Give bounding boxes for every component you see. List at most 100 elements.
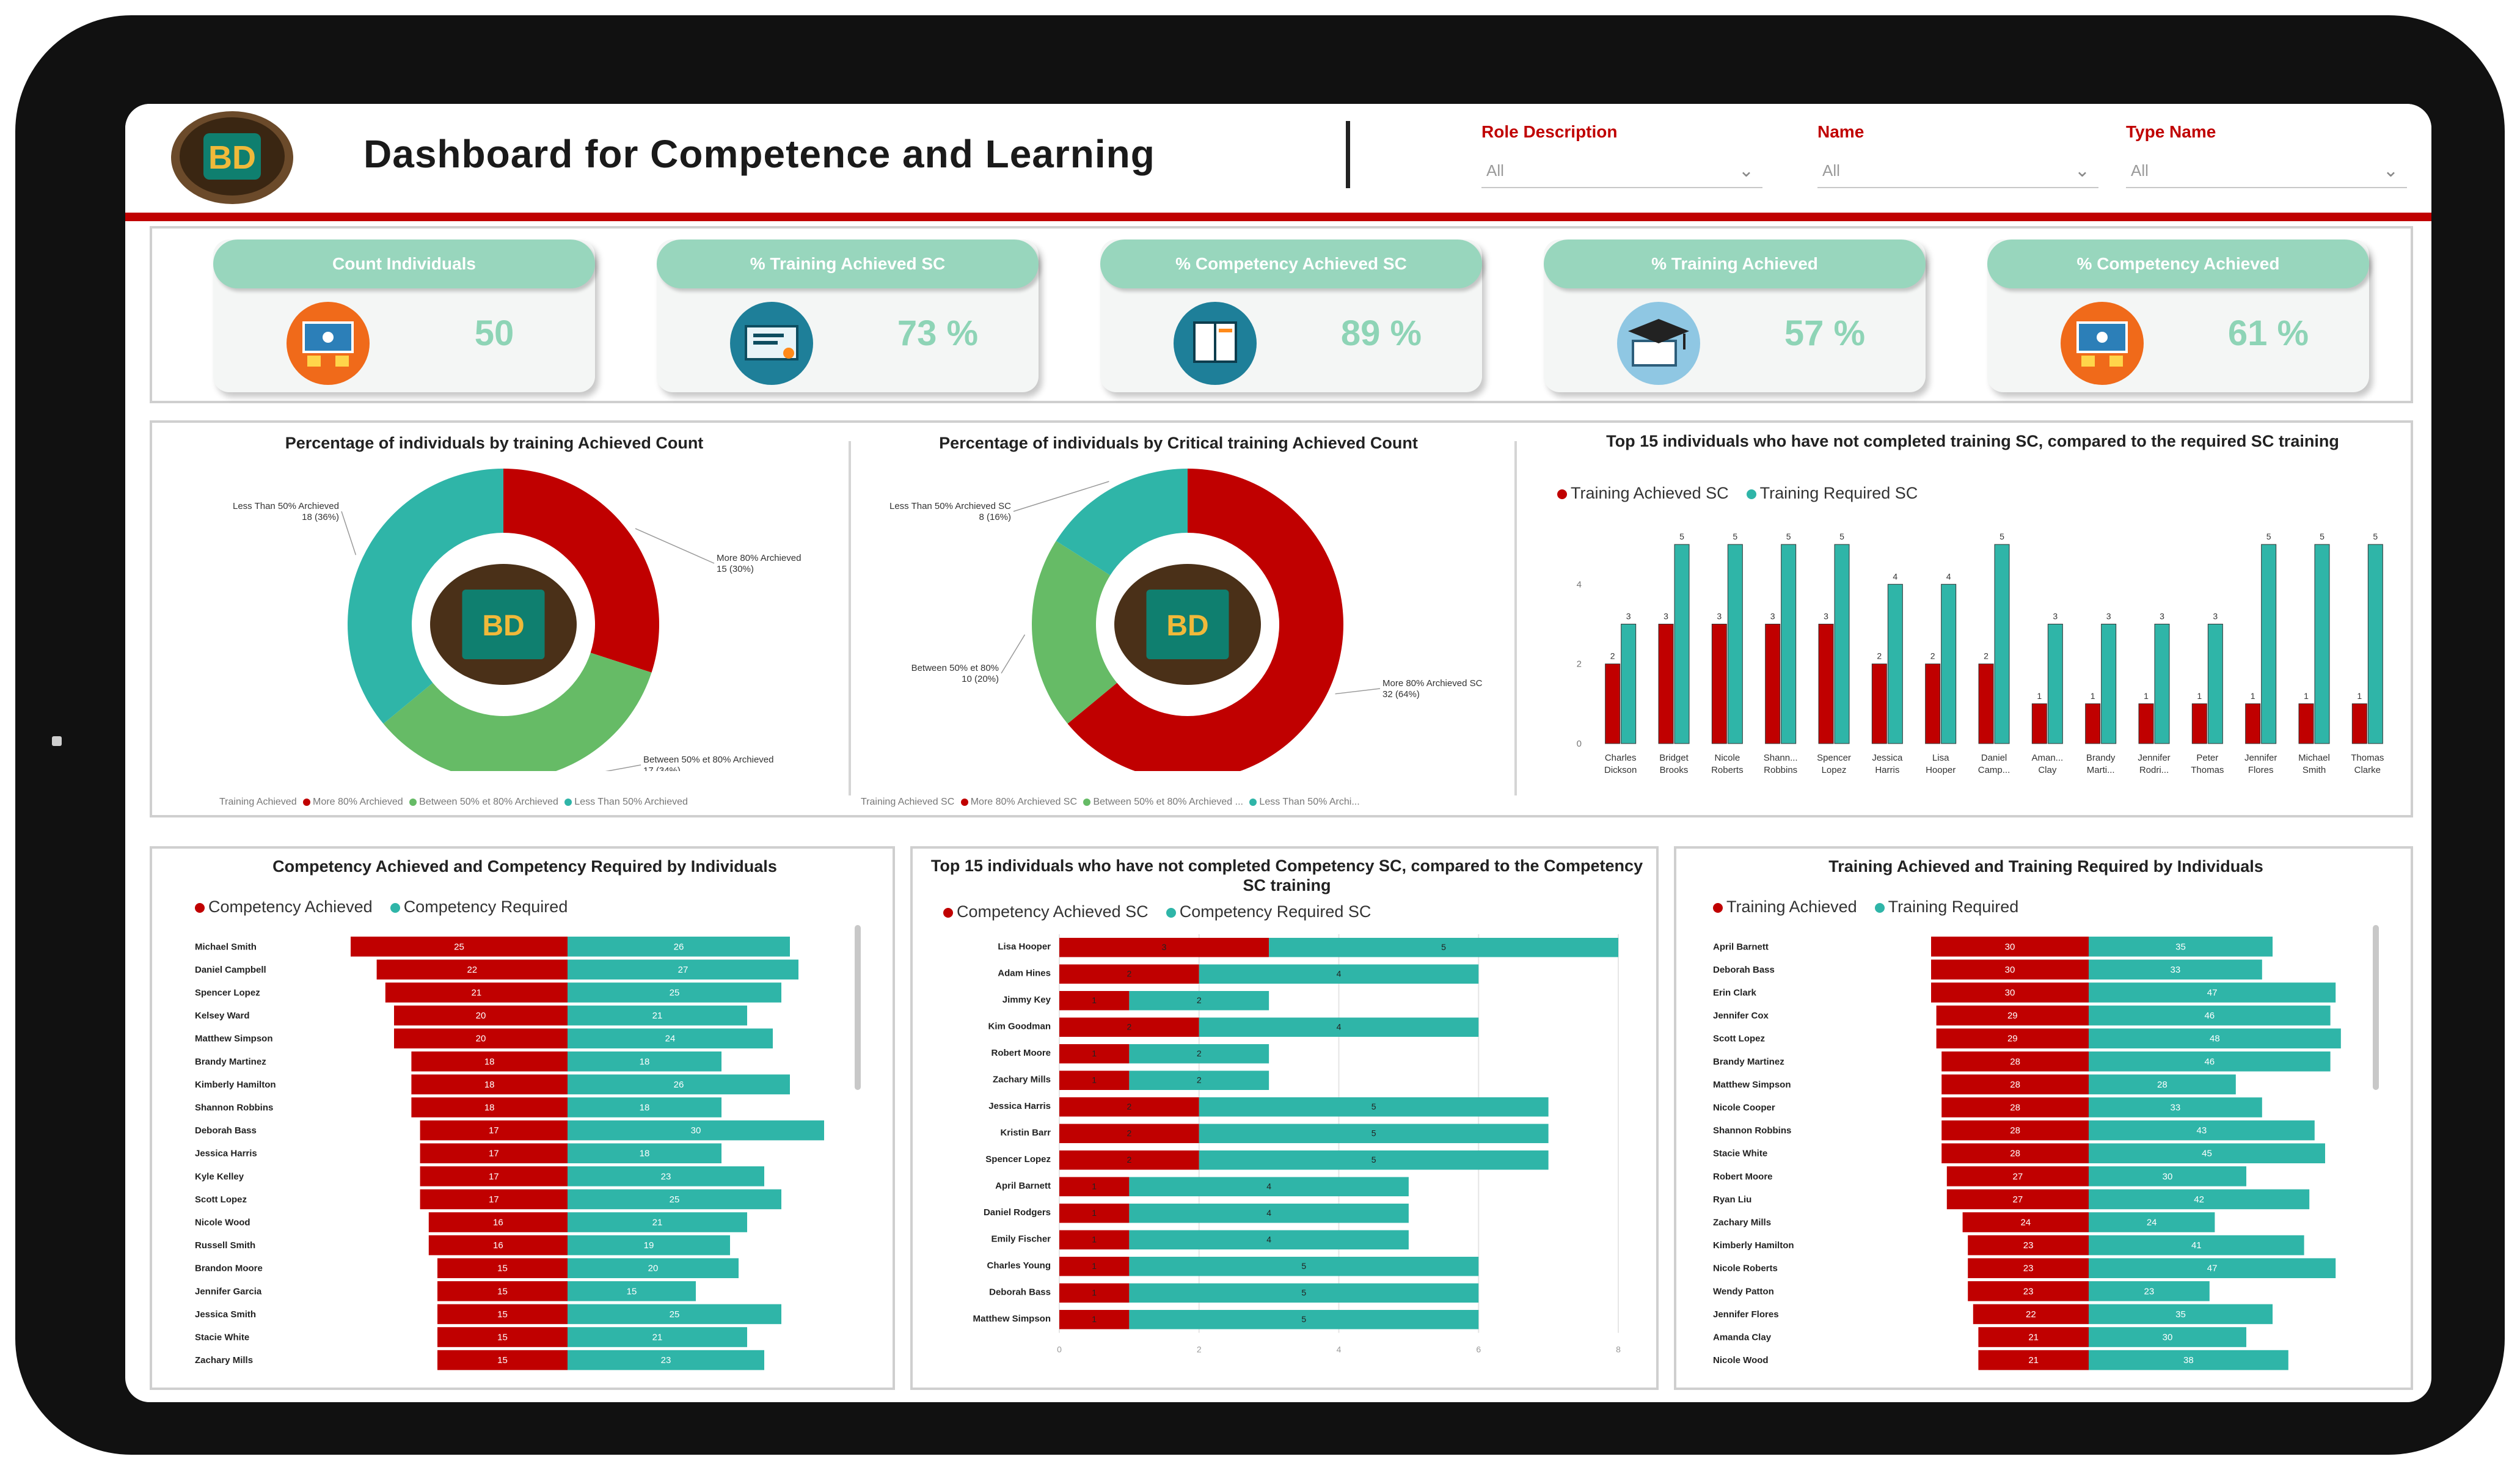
bar [1129, 1177, 1409, 1196]
bar [1978, 664, 1994, 744]
slicer-name[interactable]: Name All ⌄ [1817, 122, 2098, 196]
bar [420, 1120, 568, 1141]
x-tick-label: Harris [1875, 765, 1899, 775]
logo-icon [462, 590, 545, 659]
bar [1129, 1257, 1479, 1276]
bar [1765, 623, 1781, 744]
x-tick-label: Smith [2303, 765, 2326, 775]
data-label: 3 [2053, 611, 2058, 621]
divider [849, 441, 851, 795]
chart-title: Top 15 individuals who have not complete… [1606, 432, 2339, 450]
bar [376, 959, 568, 980]
data-label: 4 [1337, 1022, 1342, 1032]
data-label: 3 [2106, 611, 2111, 621]
bar [568, 1051, 721, 1072]
tablet-frame: BD Dashboard for Competence and Learning… [15, 15, 2505, 1455]
bar [2089, 982, 2336, 1003]
chart-legend: Training Achieved More 80% Archieved Bet… [219, 797, 688, 808]
x-tick-label: Jennifer [2244, 753, 2277, 763]
chevron-down-icon[interactable]: ⌄ [1738, 161, 1754, 181]
data-label: 2 [1984, 651, 1989, 661]
data-label: 5 [1786, 532, 1791, 541]
category-label: Kelsey Ward [195, 1011, 249, 1021]
category-label: Robert Moore [1713, 1171, 1773, 1182]
data-label: 1 [2037, 691, 2042, 701]
data-label: 27 [678, 965, 688, 975]
data-label: 23 [2023, 1286, 2034, 1296]
slicer-type-name[interactable]: Type Name All ⌄ [2126, 122, 2407, 196]
x-tick-label: Spencer [1817, 753, 1851, 763]
category-label: Zachary Mills [1713, 1218, 1771, 1228]
data-label: 28 [2010, 1149, 2020, 1159]
legend-item: Between 50% et 80% Archieved [419, 797, 558, 807]
data-label: 2 [1877, 651, 1882, 661]
scrollbar[interactable] [2373, 925, 2379, 1090]
kpi-label: % Training Achieved [1544, 240, 1926, 288]
kpi-card-training-achieved-sc: % Training Achieved SC 73 % [657, 240, 1039, 392]
data-label: 1 [1092, 1235, 1097, 1245]
chart-legend: Training Achieved SC More 80% Archieved … [861, 797, 1360, 808]
data-label: 15 [497, 1263, 508, 1274]
category-label: Shannon Robbins [195, 1103, 273, 1113]
bar-chart-competency: Michael Smith 25 26 Daniel Campbell 22 27 Spen… [195, 937, 824, 1370]
data-label: 5 [1301, 1261, 1306, 1271]
bar [2047, 623, 2063, 744]
category-label: Matthew Simpson [195, 1034, 273, 1044]
data-label: 2 [1197, 1075, 1202, 1085]
legend-item: Between 50% et 80% Archieved ... [1093, 797, 1243, 807]
donut-slice [503, 469, 659, 673]
legend-item: More 80% Archieved [313, 797, 403, 807]
chevron-down-icon[interactable]: ⌄ [2074, 161, 2090, 181]
legend-item: Competency Required [403, 898, 568, 916]
data-label: 19 [644, 1240, 654, 1251]
donut-slice [1067, 469, 1343, 771]
category-label: Ryan Liu [1713, 1194, 1751, 1205]
bar [1941, 1051, 2089, 1072]
category-label: Daniel Campbell [195, 965, 266, 975]
x-tick-label: 2 [1197, 1345, 1202, 1355]
chart-legend: Competency Achieved SC Competency Requir… [943, 902, 1371, 921]
bar [2089, 1143, 2325, 1163]
data-label: 1 [2357, 691, 2362, 701]
data-label: 29 [2007, 1034, 2018, 1044]
data-label: 46 [2204, 1011, 2215, 1021]
slicer-dropdown[interactable]: All ⌄ [1481, 154, 1762, 188]
bar [1711, 623, 1727, 744]
donut-slice [1032, 541, 1117, 724]
bar [1931, 937, 2089, 957]
data-label: 3 [1770, 611, 1775, 621]
bar [1129, 1044, 1269, 1064]
x-tick-label: Peter [2196, 753, 2218, 763]
data-label: 46 [2204, 1056, 2215, 1067]
legend-item: Less Than 50% Archi... [1259, 797, 1360, 807]
category-label: Deborah Bass [1713, 965, 1775, 975]
y-tick-label: 4 [1577, 579, 1582, 590]
slicer-role-description[interactable]: Role Description All ⌄ [1481, 122, 1762, 196]
bar [1059, 964, 1199, 984]
bar [1129, 1204, 1409, 1223]
data-label: 1 [1092, 1208, 1097, 1218]
category-label: Daniel Rodgers [984, 1207, 1051, 1218]
bar [1199, 1017, 1479, 1037]
category-label: Zachary Mills [195, 1355, 253, 1366]
x-tick-label: Hooper [1926, 765, 1956, 775]
data-label: 1 [2144, 691, 2149, 701]
data-label: 24 [665, 1034, 676, 1044]
data-label: 18 [484, 1103, 495, 1113]
x-tick-label: Clarke [2354, 765, 2381, 775]
bar [2089, 937, 2273, 957]
data-label: 18 [640, 1149, 650, 1159]
bar [2089, 1051, 2331, 1072]
chart-legend: Training Achieved Training Required [1713, 898, 2018, 916]
slicer-dropdown[interactable]: All ⌄ [2126, 154, 2407, 188]
bar [1059, 1283, 1130, 1303]
chevron-down-icon[interactable]: ⌄ [2383, 161, 2398, 181]
slicer-dropdown[interactable]: All ⌄ [1817, 154, 2098, 188]
bar [1887, 583, 1903, 744]
bar [1129, 1230, 1409, 1249]
data-label: 2 [1127, 1128, 1131, 1138]
scrollbar[interactable] [855, 925, 861, 1090]
data-label: 15 [627, 1286, 637, 1296]
bar [2089, 1120, 2315, 1141]
data-label: 47 [2207, 988, 2218, 998]
